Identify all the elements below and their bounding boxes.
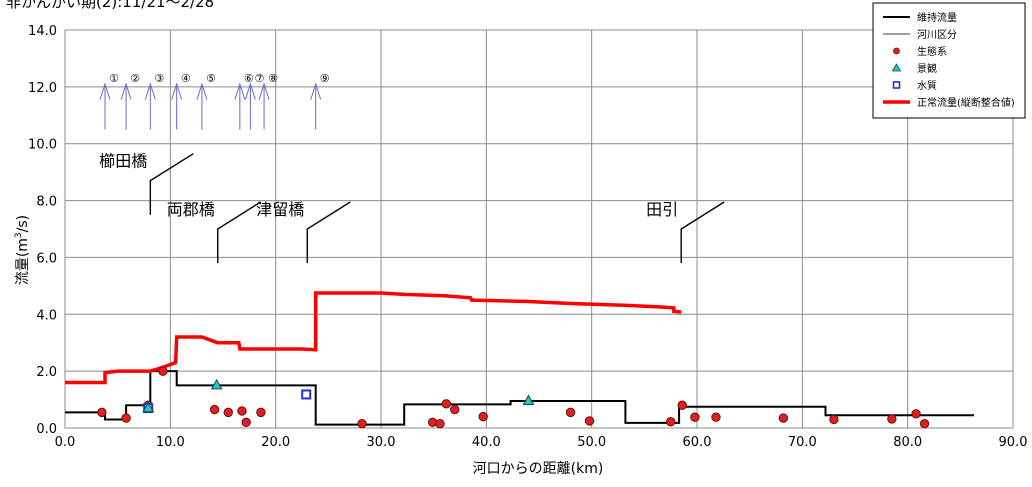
river-section-label: ⑨ [320, 72, 330, 85]
plot-frame [64, 29, 1014, 429]
x-tick-label: 0.0 [55, 435, 76, 450]
river-section-arrow [234, 82, 246, 100]
ecosystem-point [829, 414, 839, 425]
river-section-label: ⑧ [268, 72, 278, 85]
river-section-arrow [310, 82, 322, 100]
river-section-arrow [144, 82, 156, 100]
legend-label: 水質 [917, 79, 937, 92]
data-points [97, 366, 930, 429]
bridge-label: 津留橋 [256, 200, 304, 219]
x-tick-label: 40.0 [472, 435, 501, 450]
bridge-marker-line [149, 153, 194, 215]
ecosystem-point [711, 412, 721, 422]
ecosystem-point [97, 407, 107, 418]
ecosystem-point [241, 417, 251, 428]
ecosystem-point [450, 404, 460, 415]
ecosystem-point [441, 399, 452, 409]
x-tick-label: 90.0 [999, 435, 1028, 450]
x-tick-label: 70.0 [788, 435, 817, 450]
legend-label: 景観 [917, 62, 937, 75]
ecosystem-point [665, 417, 676, 427]
bridge-marker-line [217, 201, 262, 264]
ecosystem-point [435, 419, 445, 429]
legend-label: 生態系 [917, 45, 947, 58]
ecosystem-point [223, 407, 233, 418]
bridge-marker-line [306, 201, 351, 264]
axes: 0.0 2.0 4.0 6.0 8.0 10.0 12.0 14.0 0.0 10.0 20.0 30… [28, 24, 1027, 450]
x-tick-label: 80.0 [893, 435, 922, 450]
river-section-label: ⑤ [206, 72, 216, 85]
ecosystem-point [237, 406, 247, 416]
ecosystem-point [919, 419, 930, 429]
ecosystem-point [209, 404, 220, 415]
landscape-point [142, 401, 155, 413]
ecosystem-point [357, 419, 367, 429]
chart-title: 非かんがい期(2):11/21〜2/28 [6, 0, 215, 11]
bridge-label: 両郡橋 [167, 200, 215, 219]
grid [64, 29, 1014, 429]
y-axis-label-tail: /s) [15, 215, 31, 232]
y-tick-label: 2.0 [36, 365, 57, 380]
y-tick-label: 12.0 [28, 81, 57, 96]
ecosystem-point [565, 407, 576, 418]
y-tick-label: 6.0 [36, 251, 57, 266]
ecosystem-point [887, 414, 897, 424]
y-axis-label: 流量(m3/s) [14, 215, 31, 285]
legend-label: 正常流量(縦断整合値) [917, 96, 1015, 109]
y-axis-label-main: 流量(m [15, 238, 31, 285]
series-normal-flow-line [65, 291, 682, 385]
legend-label: 河川区分 [917, 29, 957, 41]
legend-ecosystem-swatch [893, 47, 900, 55]
ecosystem-point [584, 416, 595, 426]
river-section-arrow [244, 82, 256, 100]
river-section-label: ⑥ [244, 72, 254, 85]
river-section-arrow [120, 82, 132, 100]
x-tick-label: 50.0 [577, 435, 606, 450]
ecosystem-point [690, 412, 700, 422]
landscape-point [210, 378, 223, 390]
y-tick-label: 10.0 [28, 138, 57, 153]
bridge-label: 田引 [646, 200, 678, 219]
river-section-arrow [196, 82, 208, 100]
y-tick-label: 8.0 [36, 195, 57, 210]
y-tick-label: 0.0 [36, 422, 57, 437]
legend-box [872, 2, 1026, 119]
river-section-label: ⑦ [254, 72, 264, 85]
ecosystem-point [478, 411, 488, 422]
river-section-label: ④ [181, 72, 191, 85]
x-tick-label: 60.0 [683, 435, 712, 450]
ecosystem-point [911, 409, 921, 419]
legend-water-quality-swatch [892, 81, 901, 89]
y-tick-label: 14.0 [28, 24, 57, 39]
river-section-label: ① [109, 72, 119, 85]
ecosystem-point [158, 366, 168, 376]
ecosystem-point [121, 413, 131, 423]
x-tick-label: 30.0 [367, 435, 396, 450]
x-axis-label: 河口からの距離(km) [473, 460, 604, 477]
river-section-label: ② [130, 72, 140, 85]
river-section-arrow [258, 82, 270, 100]
x-tick-label: 20.0 [261, 435, 290, 450]
y-axis-label-sup: 3 [14, 232, 24, 238]
ecosystem-point [256, 407, 266, 418]
ecosystem-point [778, 413, 789, 423]
river-section-arrow [99, 82, 111, 100]
legend-label: 維持流量 [917, 11, 957, 24]
water-quality-point [301, 389, 312, 400]
river-section-arrow [171, 82, 183, 100]
series [65, 291, 974, 426]
legend-landscape-swatch [891, 63, 902, 72]
bridge-label: 櫛田橋 [99, 152, 147, 171]
y-tick-label: 4.0 [36, 308, 57, 323]
river-section-label: ③ [154, 72, 164, 85]
x-tick-label: 10.0 [156, 435, 185, 450]
landscape-point [522, 394, 535, 405]
bridge-marker-line [680, 201, 725, 264]
series-maintenance-line [65, 370, 974, 426]
ecosystem-point [677, 400, 687, 410]
